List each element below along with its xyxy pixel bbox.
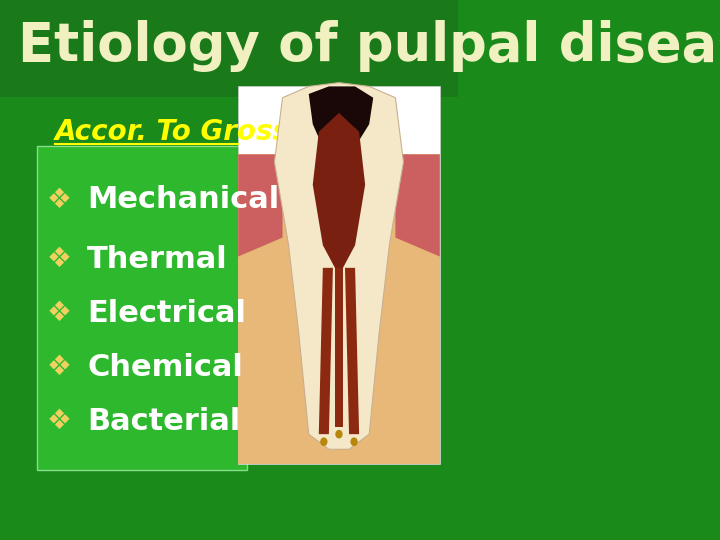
Text: ❖: ❖ bbox=[47, 407, 72, 435]
Circle shape bbox=[336, 430, 343, 438]
Text: Mechanical: Mechanical bbox=[87, 185, 279, 214]
Text: ❖: ❖ bbox=[47, 299, 72, 327]
Text: ❖: ❖ bbox=[47, 353, 72, 381]
Polygon shape bbox=[274, 83, 403, 449]
Text: Chemical: Chemical bbox=[87, 353, 243, 382]
Text: ❖: ❖ bbox=[47, 245, 72, 273]
Circle shape bbox=[320, 437, 328, 446]
Polygon shape bbox=[312, 113, 365, 275]
FancyBboxPatch shape bbox=[37, 146, 248, 470]
FancyBboxPatch shape bbox=[0, 0, 458, 97]
Polygon shape bbox=[335, 268, 343, 427]
Text: Electrical: Electrical bbox=[87, 299, 246, 328]
Text: Etiology of pulpal diseases: Etiology of pulpal diseases bbox=[18, 20, 720, 72]
Text: Thermal: Thermal bbox=[87, 245, 228, 274]
Polygon shape bbox=[238, 154, 440, 464]
Text: Accor. To Grossman’s: Accor. To Grossman’s bbox=[55, 118, 384, 146]
Circle shape bbox=[351, 437, 358, 446]
Polygon shape bbox=[238, 154, 282, 256]
Text: Bacterial: Bacterial bbox=[87, 407, 240, 436]
FancyBboxPatch shape bbox=[238, 86, 440, 464]
Polygon shape bbox=[319, 268, 333, 434]
Polygon shape bbox=[395, 154, 440, 256]
Polygon shape bbox=[309, 86, 373, 158]
Text: ❖: ❖ bbox=[47, 186, 72, 214]
Polygon shape bbox=[345, 268, 359, 434]
